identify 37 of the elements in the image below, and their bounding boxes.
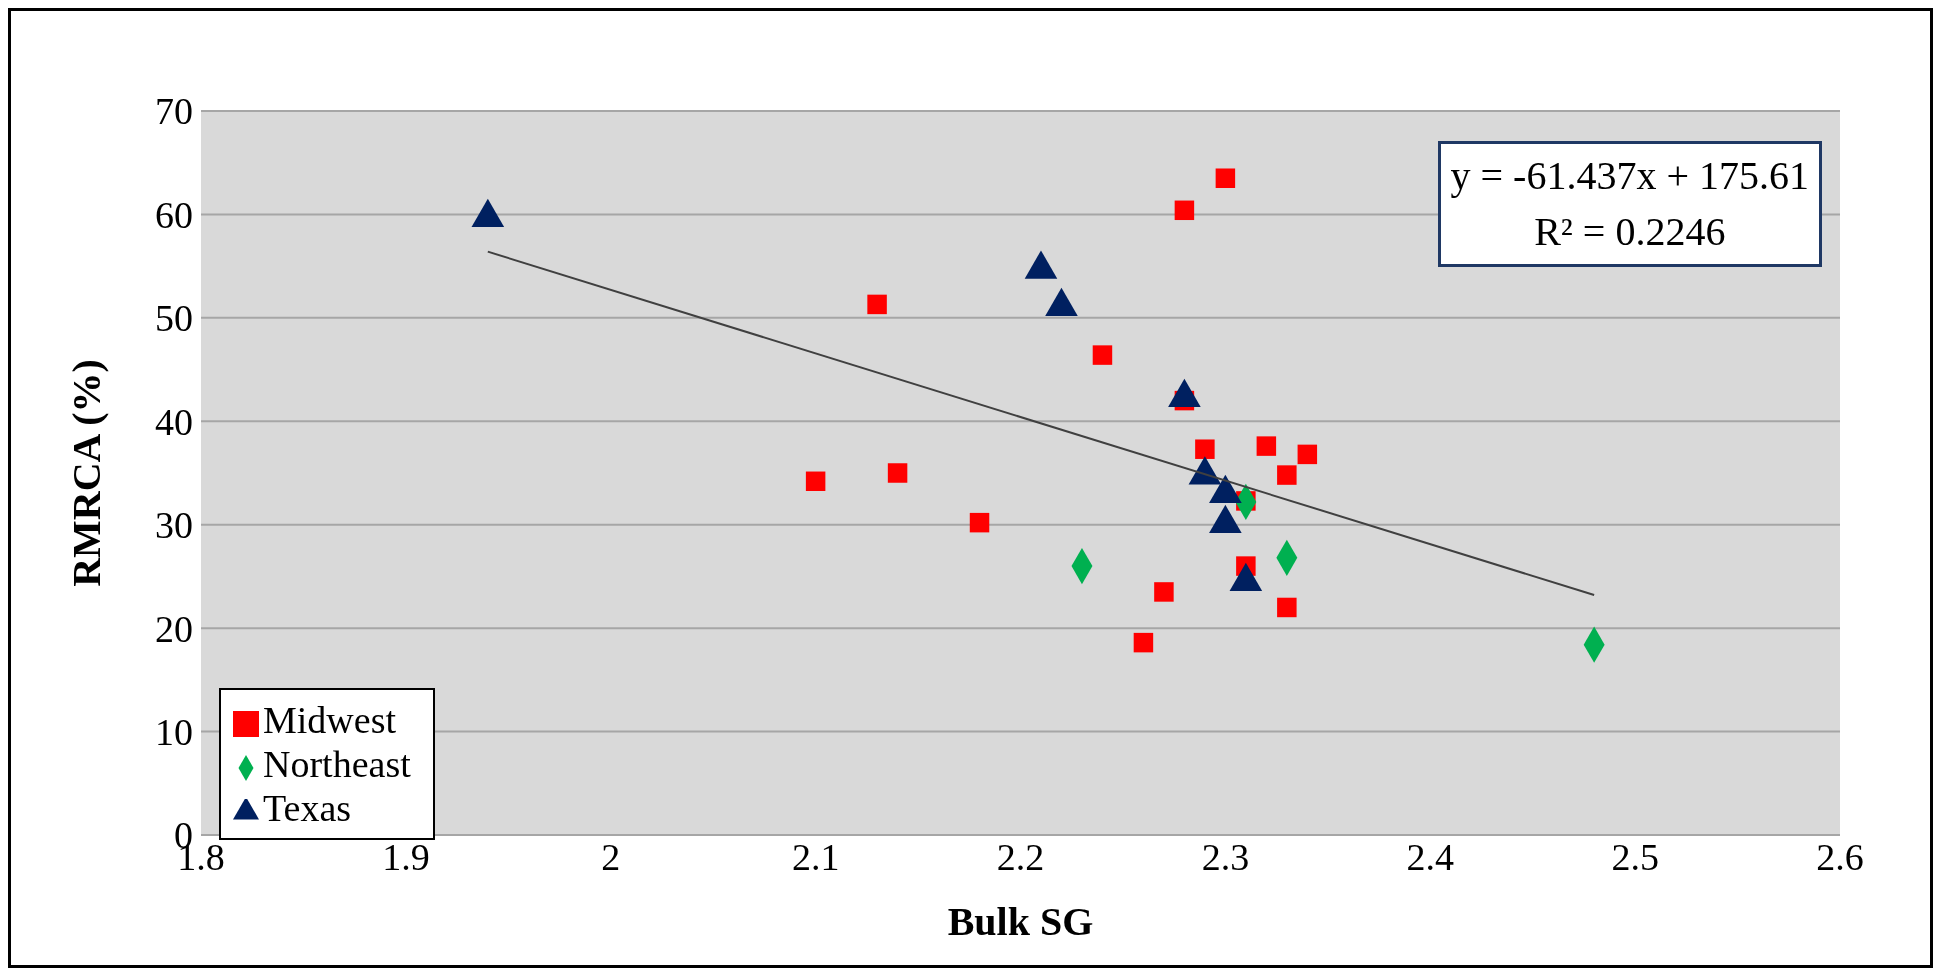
x-axis-title: Bulk SG — [947, 899, 1094, 944]
point — [1277, 597, 1297, 618]
point — [867, 294, 887, 315]
point — [1154, 582, 1174, 602]
point — [1297, 444, 1318, 465]
equation-box: y = -61.437x + 175.61 R² = 0.2246 — [1437, 141, 1822, 267]
point — [1092, 345, 1113, 365]
x-tick-label: 2.6 — [1816, 835, 1864, 878]
annotation: y = -61.437x + 175.61 — [1450, 152, 1809, 200]
point — [1277, 465, 1297, 485]
x-tick-label: 2.4 — [1406, 835, 1454, 878]
point — [1256, 436, 1277, 456]
point — [1133, 632, 1154, 653]
x-tick-label: 2.2 — [996, 835, 1045, 878]
legend-label: Texas — [263, 787, 352, 829]
point — [1195, 439, 1215, 459]
point — [887, 463, 908, 483]
point — [969, 512, 990, 533]
point — [805, 471, 826, 492]
x-tick-label: 2.5 — [1611, 835, 1659, 878]
x-tick-label: 2.3 — [1201, 835, 1250, 878]
y-tick-label: 10 — [155, 711, 193, 754]
annotation: R² = 0.2246 — [1533, 208, 1727, 256]
legend-label: Northeast — [263, 743, 411, 785]
y-tick-label: 50 — [155, 297, 193, 340]
y-axis-title: RMRCA (%) — [64, 359, 110, 587]
y-tick-label: 40 — [155, 400, 193, 443]
y-tick-label: 60 — [155, 193, 193, 236]
point — [1215, 168, 1236, 188]
point — [1174, 200, 1195, 221]
x-tick-label: 2.1 — [791, 835, 840, 878]
y-tick-label: 20 — [155, 607, 193, 650]
y-tick-label: 70 — [155, 90, 193, 133]
x-tick-label: 2 — [601, 835, 621, 878]
x-tick-label: 1.9 — [382, 835, 430, 878]
legend-label: Midwest — [263, 699, 396, 741]
y-tick-label: 30 — [155, 504, 193, 547]
